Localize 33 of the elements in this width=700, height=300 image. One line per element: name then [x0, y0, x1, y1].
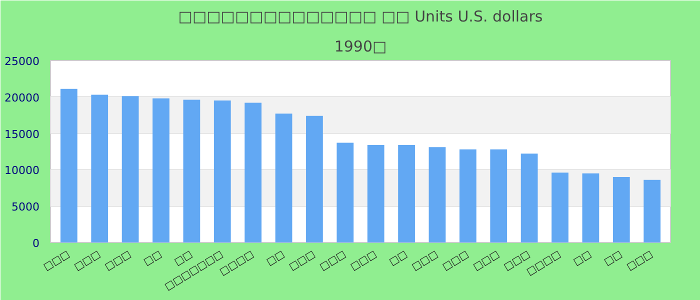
bar — [612, 176, 630, 242]
bar — [644, 180, 661, 242]
bar — [582, 173, 600, 242]
bar — [60, 88, 78, 242]
bar — [244, 102, 262, 242]
bar — [398, 144, 415, 242]
bar — [459, 149, 476, 242]
x-tick-label: □□ — [264, 248, 287, 268]
y-tick-label: 5000 — [12, 200, 40, 214]
y-tick-label: 0 — [32, 237, 40, 250]
bar — [183, 100, 200, 242]
y-tick-label: 10000 — [4, 164, 40, 178]
bar — [91, 94, 108, 242]
chart-subtitle: 1990□ — [334, 38, 387, 56]
bar — [367, 144, 384, 242]
bar — [306, 116, 323, 242]
bar — [122, 96, 139, 242]
y-tick-label: 25000 — [4, 55, 40, 68]
x-tick-label: □□ — [388, 248, 410, 268]
bar — [490, 149, 508, 242]
bar — [214, 100, 231, 242]
x-tick-label: □□ — [602, 248, 624, 268]
chart-title: □□□□□□□□□□□□□□ □□ Units U.S. dollars — [178, 8, 543, 26]
bar — [275, 114, 292, 242]
bar — [520, 154, 538, 242]
y-tick-label: 20000 — [4, 91, 40, 104]
x-tick-label: □□ — [142, 248, 164, 268]
bar — [552, 172, 568, 242]
x-tick-label: □□ — [572, 248, 594, 268]
bar — [336, 142, 354, 242]
bar — [152, 98, 170, 242]
bar — [428, 147, 446, 242]
y-tick-label: 15000 — [4, 128, 40, 141]
